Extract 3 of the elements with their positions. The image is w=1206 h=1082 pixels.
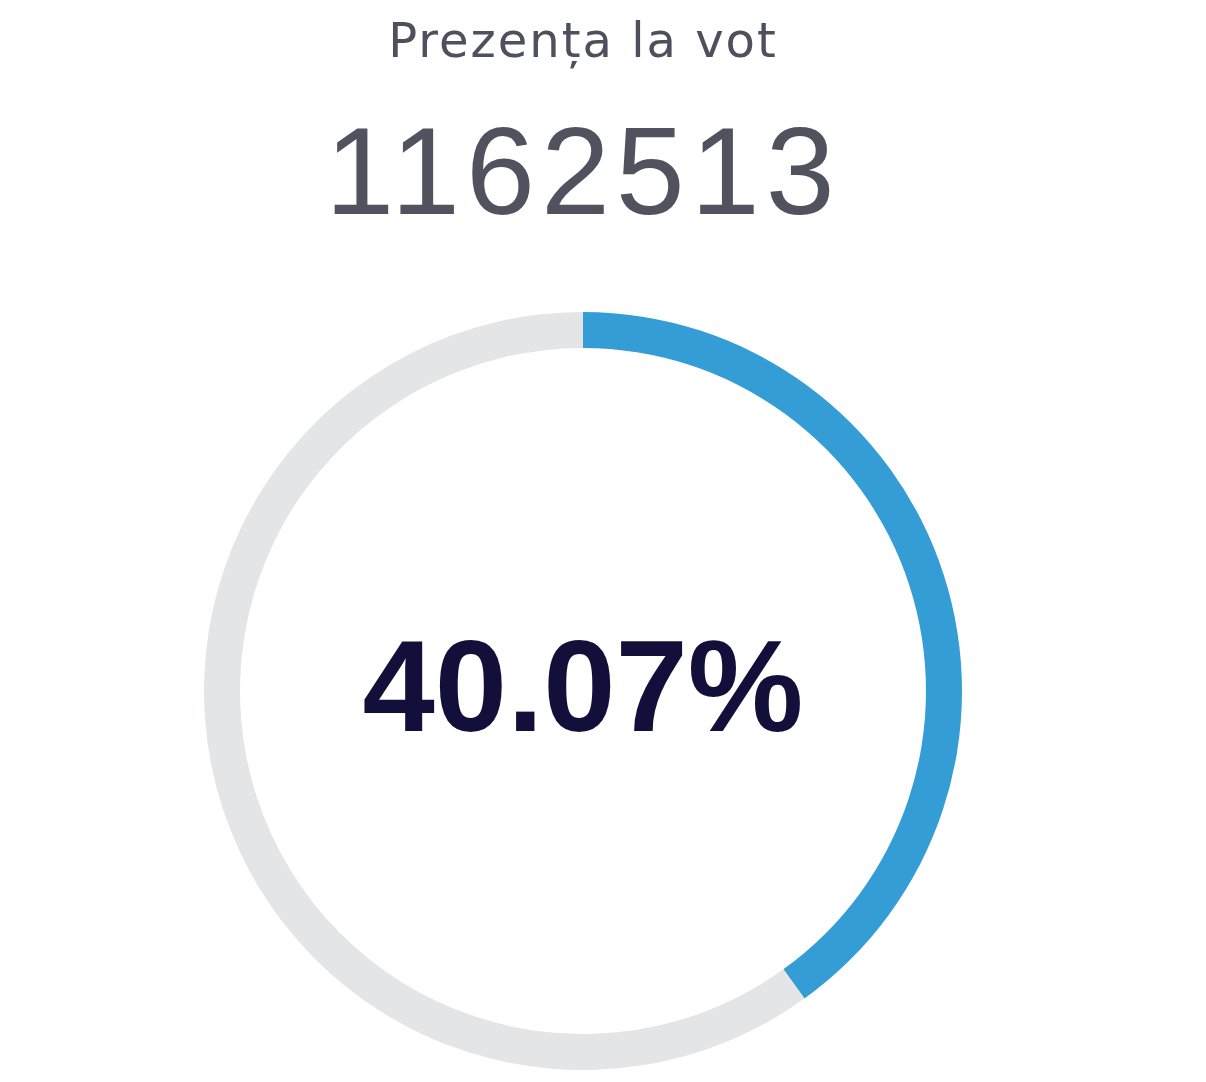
data-label: 40.07% <box>362 612 804 759</box>
chart-title: Prezența la vot <box>387 12 779 68</box>
chart-subtitle: 1162513 <box>324 101 842 242</box>
